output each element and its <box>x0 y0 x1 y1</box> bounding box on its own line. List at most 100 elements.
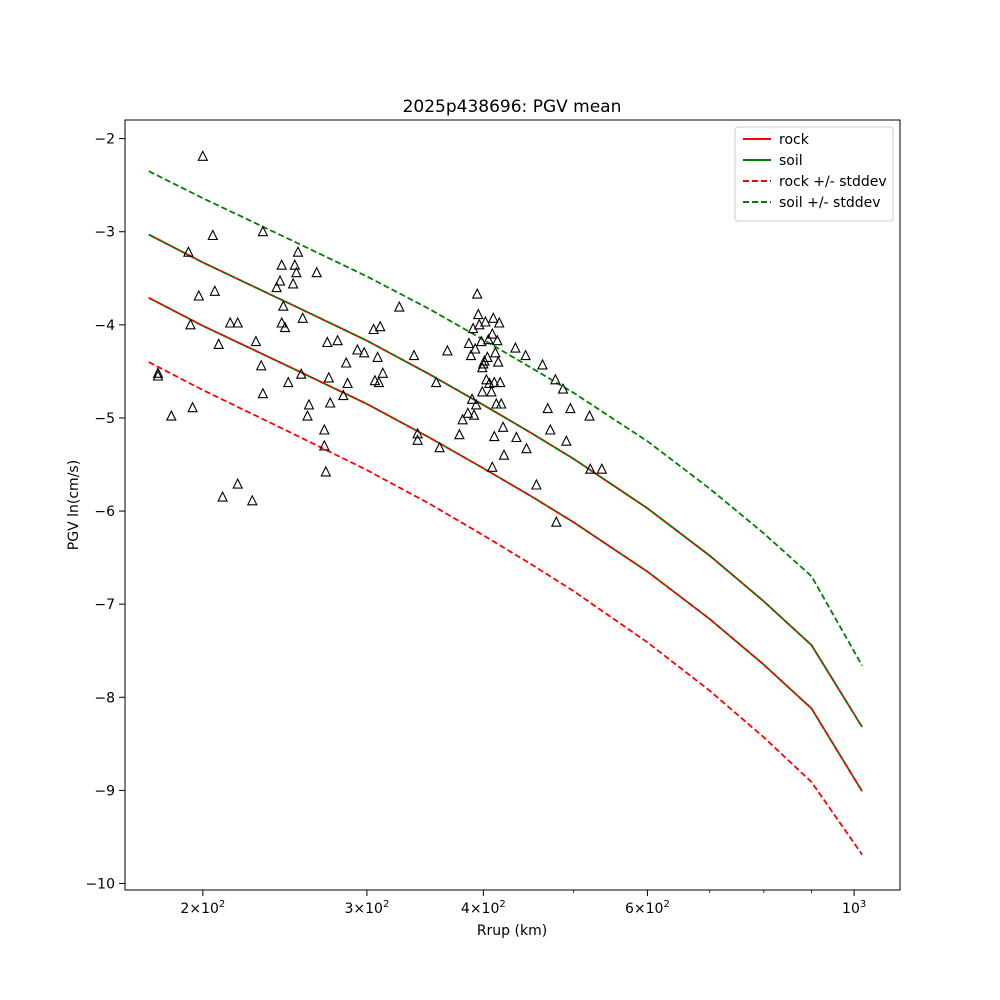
observation-point <box>497 421 509 432</box>
observation-point <box>295 367 307 379</box>
observation-point <box>565 402 576 414</box>
observation-point <box>352 343 363 355</box>
observation-point <box>185 318 196 330</box>
observation-point <box>486 385 497 397</box>
observation-point <box>323 371 335 383</box>
observation-point <box>492 355 504 367</box>
observation-point <box>471 287 483 299</box>
y-tick-label: −7 <box>94 597 115 613</box>
observation-point <box>434 441 445 453</box>
observation-point <box>584 409 595 421</box>
observation-point <box>332 334 343 346</box>
observation-point <box>274 274 286 286</box>
y-tick-label: −6 <box>94 504 115 520</box>
observation-point <box>521 442 532 454</box>
observation-point <box>412 427 423 439</box>
observation-point <box>358 346 370 358</box>
observation-point <box>544 423 556 435</box>
observation-point <box>276 316 288 328</box>
observation-point <box>495 397 507 409</box>
observation-point <box>488 430 500 442</box>
observation-point <box>442 344 453 356</box>
observation-point <box>476 361 488 373</box>
observation-point <box>197 150 209 161</box>
observation-point <box>342 377 353 389</box>
observation-point <box>302 409 313 421</box>
observation-point <box>377 367 389 378</box>
observation-point <box>255 359 267 371</box>
observation-point <box>511 431 522 443</box>
observation-point <box>152 369 164 381</box>
x-axis-label: Rrup (km) <box>477 923 547 939</box>
observation-point <box>165 409 177 421</box>
y-axis-label: PGV ln(cm/s) <box>66 460 82 550</box>
y-tick-label: −2 <box>94 132 115 148</box>
x-tick-label: 6×102 <box>625 899 670 917</box>
series-line-1 <box>148 297 863 792</box>
observation-point <box>469 342 481 354</box>
observation-point <box>488 376 500 388</box>
y-axis: −10 −9 −8 −7 −6 −5 −4 −3 −2 <box>85 132 125 892</box>
observation-point <box>489 346 501 358</box>
observation-point <box>466 393 478 404</box>
observation-point <box>510 341 521 353</box>
y-tick-label: −10 <box>85 876 115 892</box>
observation-point <box>279 321 291 333</box>
observation-point <box>584 462 596 474</box>
series-line-3 <box>148 361 863 856</box>
observation-point <box>476 385 488 397</box>
observation-point <box>472 308 484 320</box>
y-tick-label: −9 <box>94 783 115 799</box>
observation-point <box>282 376 294 388</box>
observation-point <box>250 335 262 347</box>
observation-point <box>494 376 506 388</box>
observation-point <box>193 289 205 301</box>
observation-point <box>457 413 468 425</box>
observation-point <box>276 258 288 270</box>
x-tick-label: 103 <box>842 899 866 917</box>
observation-point <box>232 316 244 328</box>
observation-point <box>311 266 323 278</box>
observation-point <box>531 478 542 490</box>
x-tick-label: 4×102 <box>461 899 506 917</box>
observation-point <box>498 448 510 460</box>
observation-point <box>207 229 219 241</box>
x-tick-label: 3×102 <box>345 899 390 917</box>
observation-point <box>520 349 531 361</box>
chart-title: 2025p438696: PGV mean <box>403 97 622 117</box>
observation-point <box>287 277 299 289</box>
observation-point <box>550 373 561 385</box>
plot-frame <box>124 119 901 891</box>
observation-point <box>463 337 475 349</box>
observation-point <box>232 477 244 489</box>
series-line-0 <box>148 233 863 728</box>
observation-point <box>393 300 405 312</box>
observation-point <box>491 334 503 346</box>
x-tick-label: 2×102 <box>180 899 225 917</box>
y-tick-label: −8 <box>94 690 115 706</box>
observation-point <box>303 398 315 410</box>
legend-label: rock +/- stddev <box>779 174 887 190</box>
legend-label: rock <box>779 132 810 148</box>
y-tick-label: −4 <box>94 318 115 334</box>
observation-point <box>560 434 572 446</box>
observation-point <box>183 245 194 257</box>
observation-point <box>318 423 330 435</box>
observation-point <box>324 396 336 408</box>
observation-point <box>291 266 302 278</box>
observation-point <box>271 281 282 293</box>
observation-point <box>470 398 482 410</box>
observation-point <box>297 312 309 323</box>
observation-point <box>462 407 474 418</box>
observation-point <box>337 389 349 401</box>
observation-point <box>479 354 490 366</box>
observation-point <box>468 408 480 420</box>
observation-point <box>486 461 498 472</box>
observation-point <box>289 258 301 270</box>
observation-point <box>372 351 383 362</box>
x-axis: 2×102 3×102 4×102 6×102 103 <box>180 890 866 917</box>
observation-point <box>277 299 289 311</box>
observation-point <box>246 494 258 506</box>
legend-label: soil +/- stddev <box>779 195 881 211</box>
